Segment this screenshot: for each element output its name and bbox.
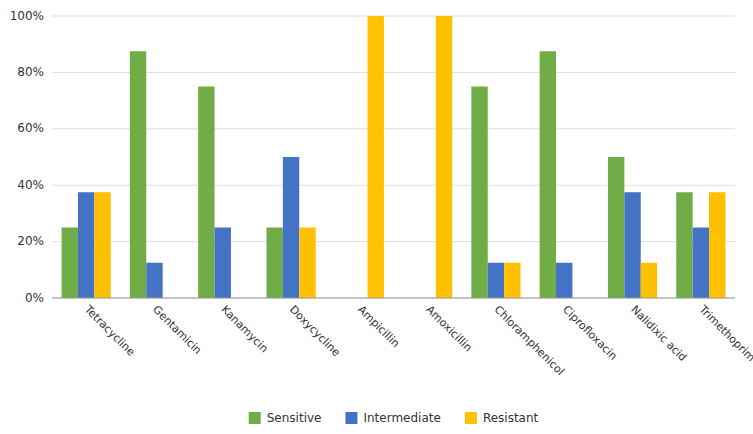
legend-label: Resistant xyxy=(483,411,539,425)
x-tick-label: Gentamicin xyxy=(150,303,204,357)
bar xyxy=(540,51,556,298)
x-axis: TetracyclineGentamicin Kanamycin Doxycycli… xyxy=(81,302,753,378)
bar xyxy=(266,228,282,299)
bar xyxy=(436,16,452,298)
bar xyxy=(676,192,692,298)
bar xyxy=(556,263,572,298)
bar xyxy=(488,263,504,298)
bar xyxy=(709,192,725,298)
x-tick-label: Tetracycline xyxy=(81,302,137,358)
x-tick-label: Ciprofloxacin xyxy=(560,303,620,363)
y-tick-label: 40% xyxy=(17,178,44,192)
x-tick-label: Chloramphenicol xyxy=(492,303,567,378)
grid-line xyxy=(52,185,735,186)
bar xyxy=(78,192,94,298)
bar xyxy=(368,16,384,298)
x-tick-label: Trimethoprim xyxy=(696,302,753,364)
bar xyxy=(641,263,657,298)
y-axis: 0% 20% 40% 60% 80% 100% xyxy=(10,9,44,305)
grid-line xyxy=(52,16,735,17)
x-axis-line xyxy=(52,298,735,299)
y-tick-label: 60% xyxy=(17,121,44,135)
legend-label: Sensitive xyxy=(267,411,322,425)
legend-item: Intermediate xyxy=(345,411,440,425)
x-tick-label: Doxycycline xyxy=(287,303,343,359)
bar xyxy=(504,263,520,298)
legend-swatch xyxy=(345,412,357,424)
grid-line xyxy=(52,128,735,129)
bar xyxy=(215,228,231,299)
bar xyxy=(62,228,78,299)
y-tick-label: 0% xyxy=(25,291,44,305)
y-tick-label: 80% xyxy=(17,65,44,79)
y-tick-label: 20% xyxy=(17,234,44,248)
bar xyxy=(299,228,315,299)
bar xyxy=(283,157,299,298)
legend-label: Intermediate xyxy=(363,411,440,425)
legend-swatch xyxy=(249,412,261,424)
grid-line xyxy=(52,72,735,73)
bar-series xyxy=(94,16,725,298)
chart-container: 0% 20% 40% 60% 80% 100% TetracyclineGentamicin… xyxy=(0,0,753,434)
bars xyxy=(62,16,726,298)
legend-item: Sensitive xyxy=(249,411,322,425)
bar xyxy=(146,263,162,298)
page: {"chart_data": {"type": "bar", "categori… xyxy=(0,0,753,434)
chart-svg: 0% 20% 40% 60% 80% 100% TetracyclineGentamicin… xyxy=(0,0,753,434)
bar xyxy=(693,228,709,299)
bar xyxy=(624,192,640,298)
x-tick-label: Amoxicillin xyxy=(423,303,474,354)
grid-line xyxy=(52,298,735,299)
x-tick-label: Nalidixic acid xyxy=(628,303,689,364)
bar xyxy=(471,87,487,299)
legend-swatch xyxy=(465,412,477,424)
bar xyxy=(608,157,624,298)
bar-series xyxy=(78,157,709,298)
y-grid xyxy=(52,16,735,298)
legend: Sensitive Intermediate Resistant xyxy=(249,411,539,425)
bar xyxy=(94,192,110,298)
x-tick-label: Ampicillin xyxy=(355,303,402,350)
y-tick-label: 100% xyxy=(10,9,44,23)
bar xyxy=(130,51,146,298)
x-tick-label: Kanamycin xyxy=(219,303,271,355)
bar xyxy=(198,87,214,299)
legend-item: Resistant xyxy=(465,411,539,425)
